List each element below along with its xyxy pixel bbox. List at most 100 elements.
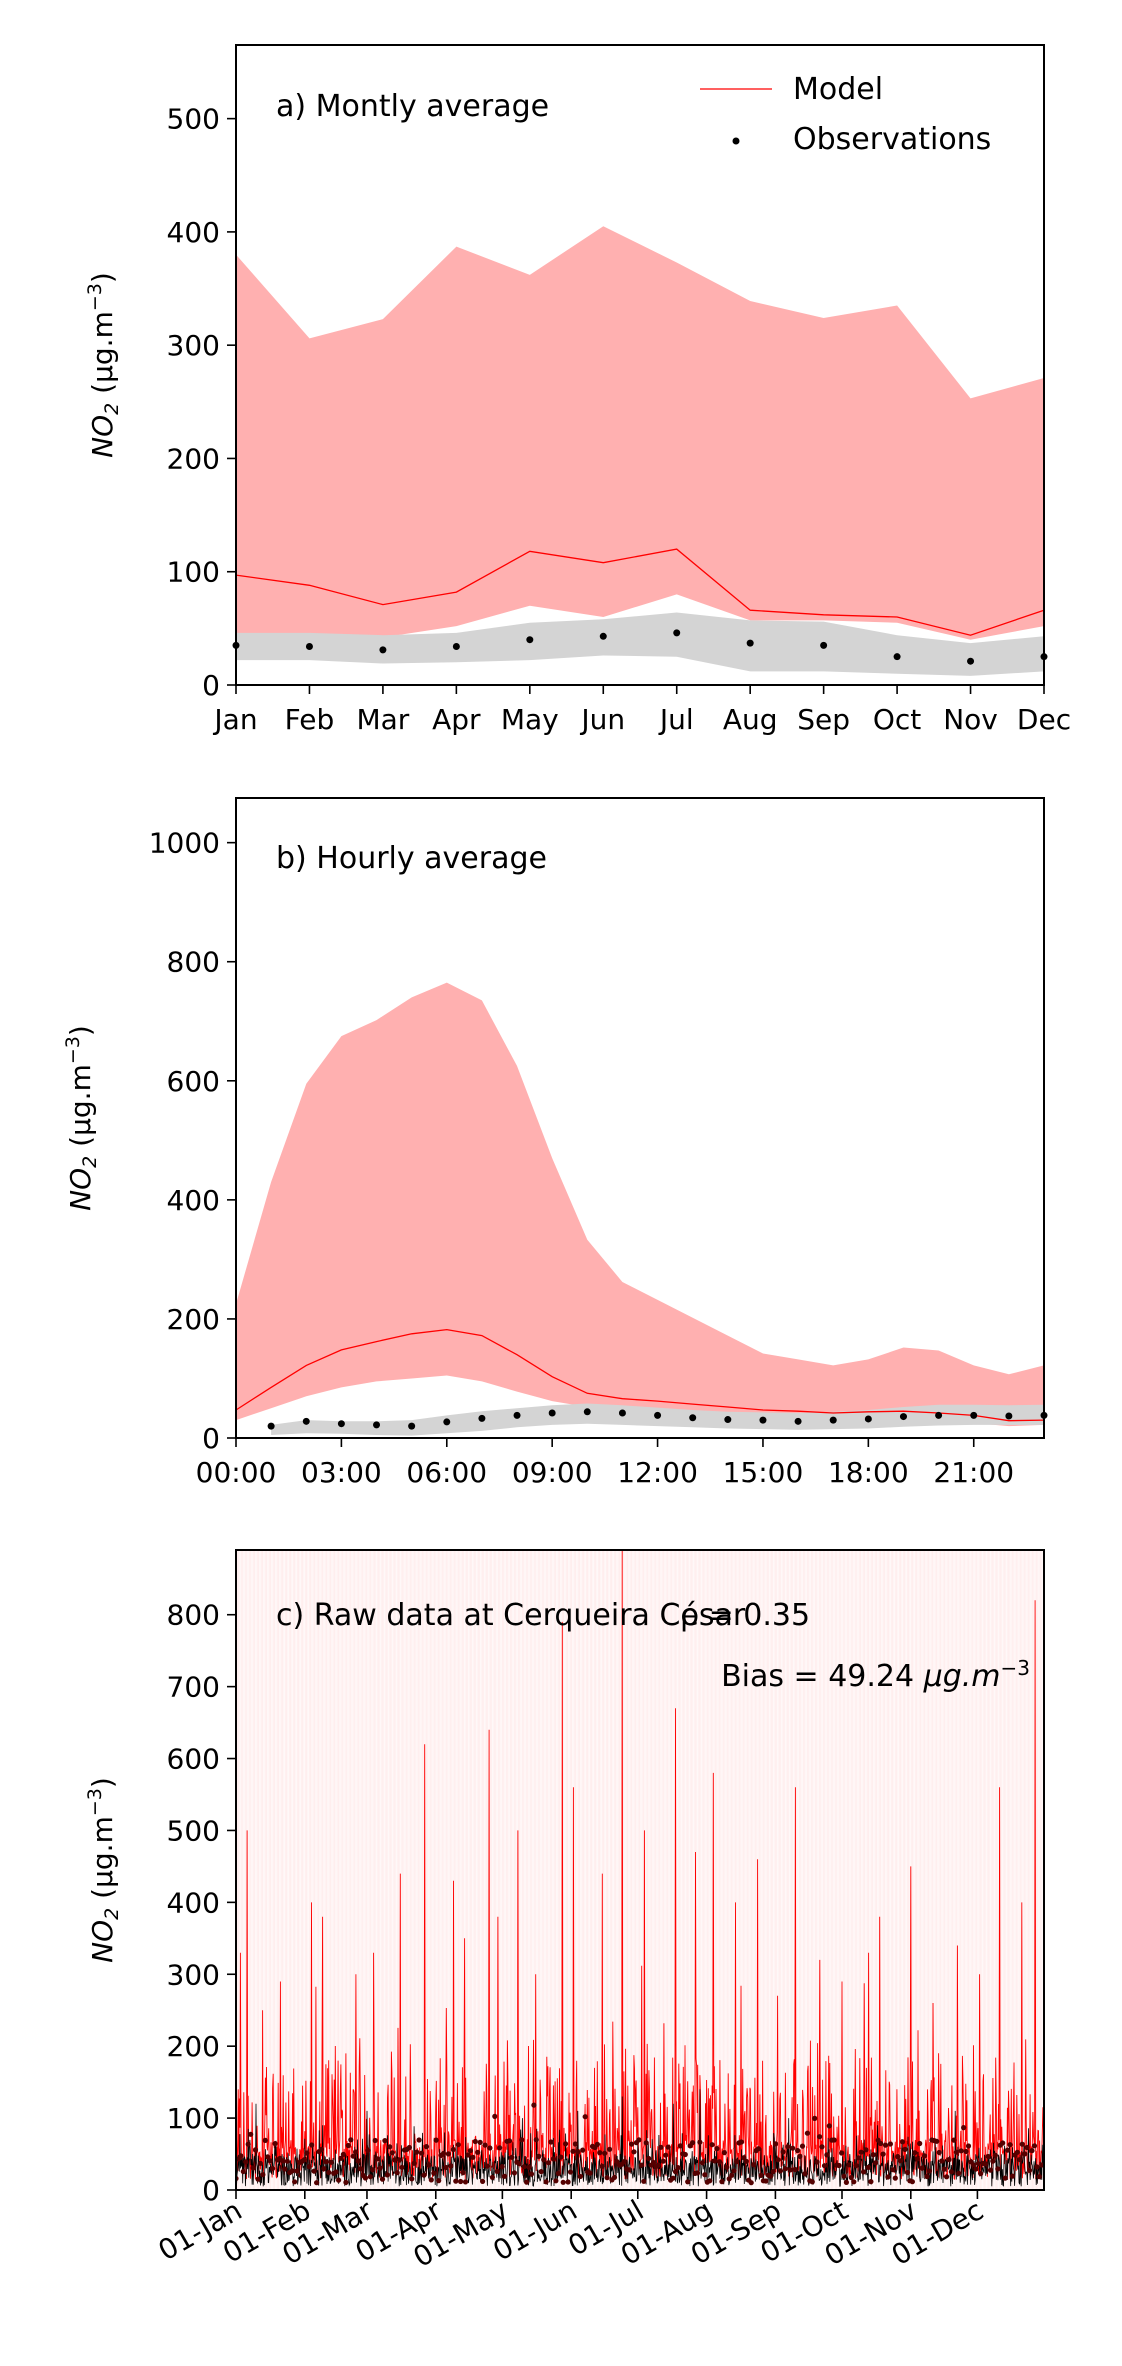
observation-point — [1005, 1412, 1013, 1420]
observation-point — [333, 2169, 339, 2175]
observation-point — [270, 2165, 276, 2172]
observation-point — [567, 2169, 574, 2175]
observation-point — [621, 2159, 627, 2165]
observation-point — [851, 2179, 857, 2185]
panel-b-xtick-label: 12:00 — [617, 1456, 698, 1489]
observation-point — [912, 2150, 918, 2156]
observation-point — [304, 2150, 310, 2156]
observation-point — [846, 2162, 852, 2168]
observation-point — [685, 2179, 691, 2185]
observation-point — [629, 2141, 635, 2147]
observation-point — [538, 2169, 544, 2175]
observation-point — [372, 2137, 378, 2144]
observation-point — [924, 2173, 930, 2180]
panel-a-ytick-label: 500 — [167, 103, 220, 136]
observation-point — [794, 1417, 802, 1425]
observation-point — [1039, 2162, 1044, 2168]
observation-point — [1027, 2167, 1033, 2173]
observation-point — [777, 2168, 784, 2174]
observation-point — [900, 2139, 906, 2145]
observation-point — [526, 2164, 532, 2170]
observation-point — [443, 2164, 449, 2171]
observation-point — [238, 2153, 244, 2159]
observation-point — [909, 2179, 916, 2185]
observation-point — [868, 2179, 874, 2185]
observation-point — [399, 2164, 405, 2170]
panel-c-ytick-label: 200 — [167, 2030, 220, 2063]
observation-point — [858, 2149, 864, 2155]
observation-point — [348, 2137, 354, 2143]
observation-point — [902, 2146, 908, 2152]
panel-c-observation-points — [236, 2089, 1044, 2187]
panel-b-annotation: b) Hourly average — [276, 841, 547, 876]
observation-point — [797, 2153, 803, 2159]
observation-point — [521, 2164, 527, 2170]
observation-point — [829, 1416, 837, 1424]
observation-point — [751, 2162, 757, 2168]
observation-point — [650, 2159, 657, 2166]
observation-range-band — [236, 612, 1044, 676]
observation-point — [643, 2140, 649, 2146]
observation-point — [478, 1414, 486, 1422]
observation-point — [654, 1411, 662, 1419]
panel-b-xtick-label: 21:00 — [933, 1456, 1014, 1489]
observation-point — [948, 2169, 955, 2175]
observation-point — [357, 2166, 364, 2172]
panel-a-ylabel: NO2 (μg.m−3) — [84, 272, 123, 458]
panel-c-model-range-lines — [236, 1550, 1044, 2190]
observation-point — [558, 2154, 564, 2160]
observation-point — [882, 2142, 889, 2148]
observation-point — [677, 2143, 684, 2149]
observation-point — [458, 2178, 464, 2185]
observation-point — [448, 2163, 454, 2169]
observation-point — [526, 636, 534, 644]
observation-point — [946, 2157, 952, 2163]
observation-point — [467, 2148, 473, 2154]
observation-point — [675, 2165, 681, 2171]
observation-point — [965, 2143, 972, 2149]
legend-model-label: Model — [793, 72, 883, 107]
observation-point — [362, 2175, 368, 2181]
observation-point — [262, 2137, 268, 2143]
observation-point — [509, 2154, 515, 2160]
panel-a-xtick-label: Nov — [943, 703, 998, 736]
observation-point — [533, 2137, 539, 2143]
observation-point — [870, 2152, 876, 2158]
observation-point — [970, 2162, 977, 2168]
observation-point — [289, 2168, 295, 2174]
observation-point — [770, 2168, 776, 2175]
observation-point — [636, 2137, 642, 2143]
panel-a-xtick-label: Feb — [285, 703, 335, 736]
observation-point — [465, 2152, 471, 2158]
observation-point — [462, 2179, 469, 2185]
observation-point — [826, 2123, 832, 2129]
observation-point — [516, 2161, 522, 2167]
observation-point — [646, 2155, 652, 2162]
observation-point — [746, 639, 754, 647]
observation-range-band — [271, 1403, 1045, 1436]
observation-point — [618, 1409, 626, 1417]
observation-point — [897, 2158, 903, 2164]
panel-b-frame — [235, 797, 1045, 1439]
observation-point — [824, 2152, 830, 2158]
observation-point — [252, 2147, 259, 2153]
panel-b-xtick-label: 03:00 — [301, 1456, 382, 1489]
observation-point — [935, 1411, 943, 1419]
observation-point — [513, 1411, 521, 1419]
panel-c-rho: ρ = 0.35 — [680, 1598, 810, 1633]
observation-point — [423, 2144, 430, 2150]
observation-point — [941, 2166, 947, 2172]
observation-point — [967, 657, 975, 665]
observation-point — [892, 2175, 898, 2181]
observation-point — [240, 2168, 246, 2175]
observation-point — [820, 641, 828, 649]
model-series-line — [235, 1328, 1045, 1422]
observation-point — [1009, 2173, 1016, 2179]
observation-point — [408, 1422, 416, 1430]
observation-point — [951, 2137, 957, 2143]
observation-point — [284, 2158, 290, 2164]
panel-a-ytick-label: 100 — [167, 556, 220, 589]
observation-point — [373, 1421, 381, 1429]
panel-c-ytick-label: 400 — [167, 1886, 220, 1919]
observation-point — [294, 2168, 300, 2174]
